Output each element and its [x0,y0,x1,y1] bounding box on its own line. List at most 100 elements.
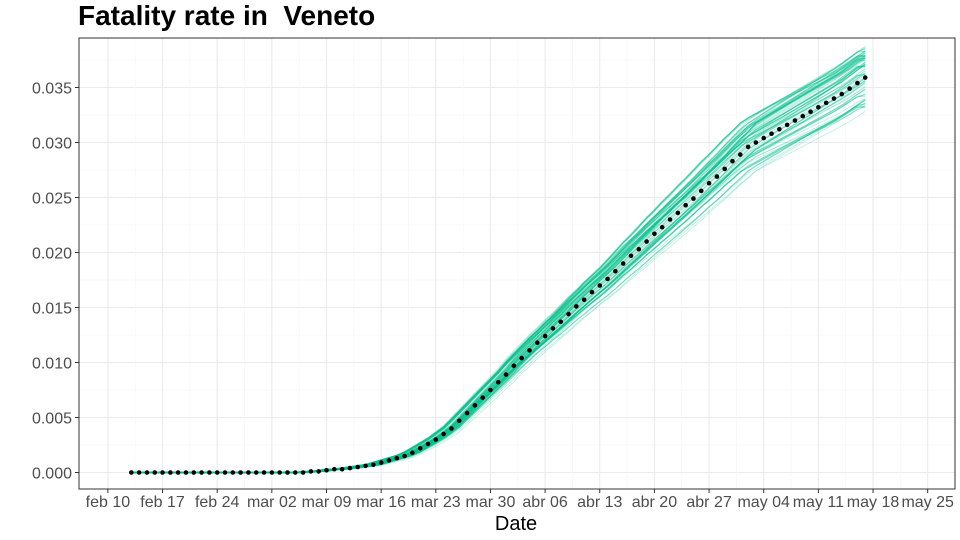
observed-point [527,348,532,353]
observed-point [441,431,446,437]
x-tick-label: mar 23 [411,494,461,511]
x-tick-label: feb 17 [140,494,185,511]
x-tick-label: may 11 [793,494,844,511]
observed-point [558,319,564,325]
observed-point [238,470,243,475]
observed-point [371,462,376,468]
observed-point [628,253,634,259]
chart-title: Fatality rate in Veneto [78,0,376,31]
observed-point [542,333,548,339]
observed-point [714,174,720,179]
observed-point [862,75,868,80]
observed-point [394,455,400,461]
observed-point [816,105,821,110]
observed-point [659,224,665,230]
observed-point [300,470,306,475]
observed-point [753,140,759,145]
observed-point [480,395,485,401]
x-tick-label: abr 20 [632,494,677,511]
simulation-line [131,80,866,474]
observed-point [144,470,150,475]
x-tick-label: abr 27 [686,494,731,511]
observed-point [761,135,767,141]
y-tick-label: 0.010 [32,356,72,373]
observed-point [308,469,314,474]
observed-point [363,463,368,469]
y-tick-label: 0.000 [32,466,72,483]
observed-point [464,410,470,416]
observed-point [706,180,712,186]
x-tick-label: mar 30 [466,494,516,511]
observed-point [550,326,556,331]
observed-point [605,276,610,282]
observed-point [339,466,345,472]
observed-point [784,122,790,128]
observed-points [129,75,868,475]
observed-point [730,158,735,164]
observed-point [214,470,220,475]
observed-point [199,470,204,475]
x-tick-label: mar 16 [356,494,406,511]
y-tick-label: 0.005 [32,411,72,428]
observed-point [581,297,587,303]
panel-border [78,37,956,490]
x-tick-label: feb 24 [195,494,240,511]
x-tick-label: feb 10 [86,494,131,511]
x-tick-label: may 18 [847,494,900,511]
observed-point [823,100,829,106]
y-tick-label: 0.015 [32,301,72,318]
observed-point [652,231,657,237]
observed-point [566,311,571,317]
observed-point [589,289,595,295]
observed-point [831,96,837,101]
observed-point [495,380,501,385]
x-tick-label: abr 06 [522,494,567,511]
x-tick-label: may 25 [901,494,954,511]
observed-point [378,460,384,465]
observed-point [722,166,727,172]
observed-point [410,450,415,456]
observed-point [433,437,439,442]
observed-point [777,127,782,132]
observed-point [277,470,282,475]
simulation-line [131,85,866,473]
observed-point [808,109,813,114]
observed-point [613,268,618,274]
y-tick-label: 0.020 [32,246,72,263]
observed-point [246,470,251,475]
observed-point [417,446,423,451]
observed-point [792,118,798,123]
observed-point [698,188,704,194]
observed-point [129,470,134,475]
observed-point [316,469,321,474]
observed-point [472,403,478,408]
observed-point [456,418,462,424]
observed-point [332,466,337,472]
observed-point [737,152,743,157]
observed-point [839,91,845,97]
observed-point [675,210,681,216]
x-tick-label: mar 09 [302,494,352,511]
observed-point [691,196,696,201]
simulation-line [131,54,866,473]
observed-point [683,202,688,208]
observed-point [534,340,540,346]
x-axis: feb 10 feb 17 feb 24 mar 02 mar 09 mar 16 mar … [86,489,954,511]
observed-point [230,470,236,475]
observed-point [855,80,860,86]
observed-point [292,470,298,475]
observed-point [574,304,579,309]
x-tick-label: may 04 [737,494,790,511]
observed-point [136,470,142,475]
observed-point [160,470,165,475]
observed-point [511,363,517,369]
observed-point [347,465,353,471]
y-axis: 0.000 0.005 0.010 0.015 0.020 0.025 0.030 0.035 [32,81,79,483]
observed-point [152,470,158,475]
observed-point [324,468,329,473]
observed-point [636,246,642,252]
observed-point [168,470,173,475]
observed-point [355,464,361,470]
observed-point [402,453,407,459]
observed-point [386,458,392,463]
